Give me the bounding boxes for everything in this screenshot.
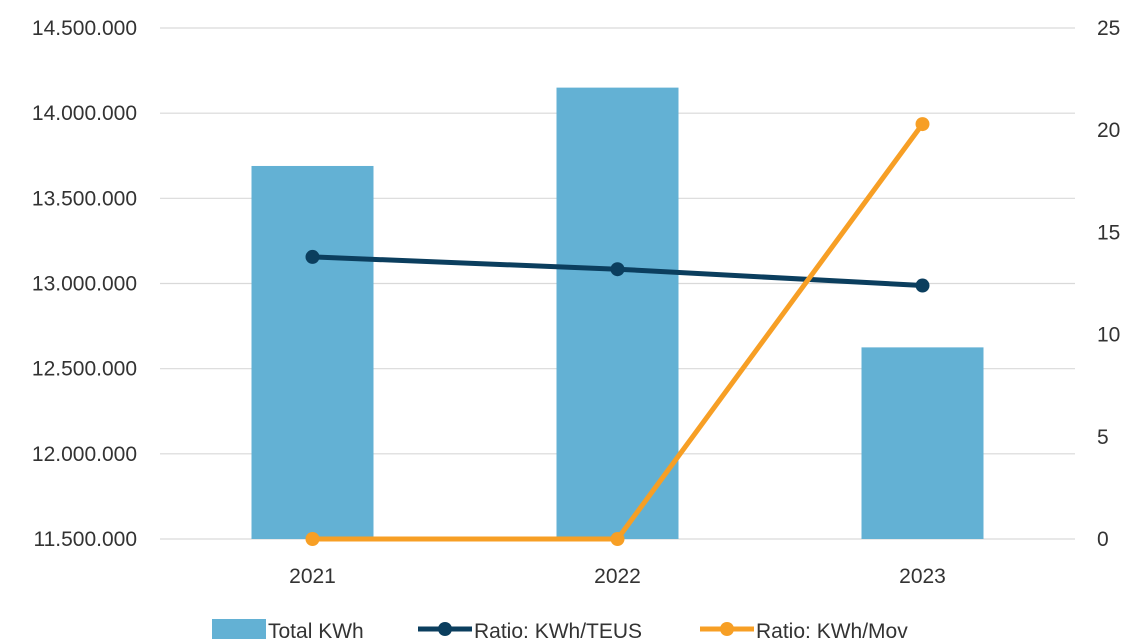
legend-label: Ratio: KWh/TEUS bbox=[474, 620, 642, 639]
line-point bbox=[305, 532, 320, 546]
x-tick-label: 2021 bbox=[289, 565, 336, 588]
bar-2021 bbox=[251, 165, 374, 539]
line-point bbox=[610, 262, 625, 277]
legend-item: Ratio: KWh/Mov bbox=[700, 620, 908, 639]
line-point bbox=[610, 532, 625, 546]
legend: Total KWh Ratio: KWh/TEUS Ratio: KWh/Mov bbox=[212, 619, 908, 639]
left-y-tick-label: 12.500.000 bbox=[32, 358, 137, 381]
right-y-tick-label: 0 bbox=[1097, 528, 1109, 551]
x-tick-label: 2022 bbox=[594, 565, 641, 588]
left-y-axis: 11.500.000 12.000.000 12.500.000 13.000.000… bbox=[32, 17, 137, 551]
line-point bbox=[915, 278, 930, 293]
legend-swatch bbox=[212, 619, 266, 639]
x-axis: 2021 2022 2023 bbox=[289, 565, 946, 588]
bar-series-total-kwh bbox=[251, 87, 984, 539]
left-y-tick-label: 14.500.000 bbox=[32, 17, 137, 40]
left-y-tick-label: 13.000.000 bbox=[32, 273, 137, 296]
right-y-axis: 0 5 10 15 20 25 bbox=[1097, 17, 1120, 551]
right-y-tick-label: 10 bbox=[1097, 324, 1120, 347]
legend-marker bbox=[720, 622, 734, 636]
bar-2022 bbox=[556, 87, 679, 539]
line-series bbox=[305, 117, 930, 546]
legend-item: Ratio: KWh/TEUS bbox=[418, 620, 642, 639]
left-y-tick-label: 12.000.000 bbox=[32, 443, 137, 466]
right-y-tick-label: 5 bbox=[1097, 426, 1109, 449]
left-y-tick-label: 13.500.000 bbox=[32, 187, 137, 210]
legend-marker bbox=[438, 622, 452, 636]
legend-item: Total KWh bbox=[212, 619, 364, 639]
right-y-tick-label: 20 bbox=[1097, 119, 1120, 142]
right-y-tick-label: 25 bbox=[1097, 17, 1120, 40]
left-y-tick-label: 14.000.000 bbox=[32, 102, 137, 125]
bar-2023 bbox=[861, 347, 984, 539]
x-tick-label: 2023 bbox=[899, 565, 946, 588]
right-y-tick-label: 15 bbox=[1097, 221, 1120, 244]
line-point bbox=[915, 117, 930, 132]
left-y-tick-label: 11.500.000 bbox=[33, 528, 137, 551]
line-point bbox=[305, 249, 320, 264]
legend-label: Ratio: KWh/Mov bbox=[756, 620, 908, 639]
legend-label: Total KWh bbox=[268, 620, 364, 639]
